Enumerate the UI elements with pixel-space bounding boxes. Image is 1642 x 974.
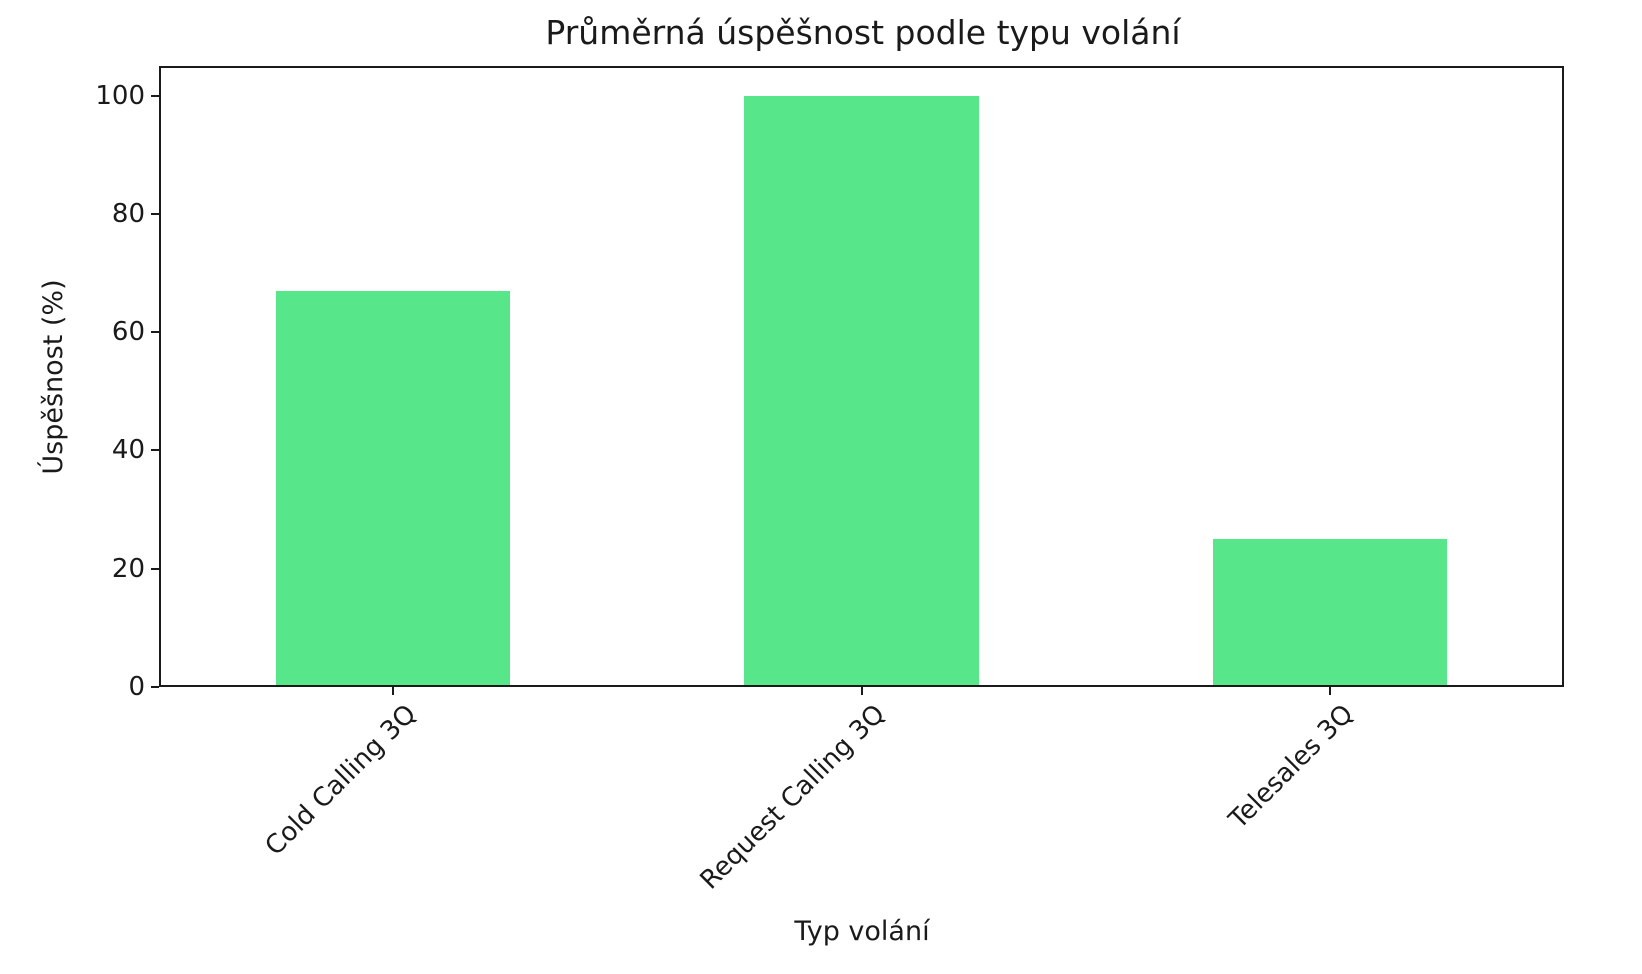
y-tick-mark: [151, 567, 159, 570]
y-tick-mark: [151, 94, 159, 97]
y-tick-label: 60: [111, 317, 145, 348]
y-tick-mark: [151, 449, 159, 452]
x-tick-mark: [860, 687, 863, 695]
y-tick-mark: [151, 686, 159, 688]
y-tick-label: 80: [111, 198, 145, 229]
x-tick-mark: [1328, 687, 1331, 695]
y-tick-mark: [151, 212, 159, 215]
y-axis-label: Úspěšnost (%): [38, 279, 69, 475]
bar-telesales-3q: [1212, 539, 1447, 687]
x-tick-mark: [392, 687, 395, 695]
y-tick-mark: [151, 331, 159, 334]
bar-request-calling-3q: [744, 95, 979, 687]
bar-cold-calling-3q: [276, 290, 511, 687]
y-tick-label: 0: [128, 672, 145, 702]
y-tick-label: 40: [111, 435, 145, 466]
chart-title: Průměrná úspěšnost podle typu volání: [545, 13, 1181, 52]
x-tick-label: Request Calling 3Q: [694, 699, 891, 896]
x-tick-label: Telesales 3Q: [1223, 699, 1360, 835]
y-tick-label: 100: [95, 80, 145, 111]
plot-area: [159, 66, 1564, 687]
x-tick-label: Cold Calling 3Q: [259, 699, 423, 862]
y-tick-label: 20: [111, 553, 145, 584]
x-axis-label: Typ volání: [794, 916, 930, 947]
